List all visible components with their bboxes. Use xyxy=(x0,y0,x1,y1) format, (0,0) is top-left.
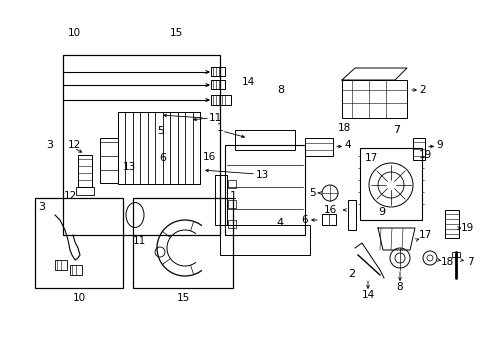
Bar xyxy=(78,155,92,187)
Text: 2: 2 xyxy=(419,85,426,95)
Text: 9: 9 xyxy=(436,140,443,150)
Bar xyxy=(76,187,94,195)
Text: 8: 8 xyxy=(396,282,403,292)
Text: 15: 15 xyxy=(176,293,189,303)
Text: 18: 18 xyxy=(337,123,351,133)
Text: 15: 15 xyxy=(169,28,183,38)
Text: 10: 10 xyxy=(72,293,85,303)
Text: 4: 4 xyxy=(344,140,350,150)
Text: 3: 3 xyxy=(38,202,45,212)
Bar xyxy=(412,138,424,160)
Bar xyxy=(70,265,82,275)
Text: 6: 6 xyxy=(301,215,307,225)
Text: 13: 13 xyxy=(255,170,268,180)
Bar xyxy=(100,138,118,183)
Text: 6: 6 xyxy=(159,153,165,163)
Bar xyxy=(220,225,309,255)
Bar xyxy=(341,80,406,118)
Text: 11: 11 xyxy=(208,113,221,123)
Text: 7: 7 xyxy=(466,257,472,267)
Text: 14: 14 xyxy=(361,290,374,300)
Text: 7: 7 xyxy=(393,125,400,135)
Text: 9: 9 xyxy=(377,207,384,217)
Text: 3: 3 xyxy=(46,140,53,150)
Text: 19: 19 xyxy=(418,150,431,160)
Bar xyxy=(227,200,236,208)
Bar xyxy=(55,260,67,270)
Bar xyxy=(444,210,458,238)
Bar xyxy=(451,252,459,257)
Bar xyxy=(118,112,200,184)
Bar xyxy=(227,220,236,228)
Bar xyxy=(63,55,220,235)
Bar xyxy=(227,180,236,188)
Text: 2: 2 xyxy=(348,269,355,279)
Text: 4: 4 xyxy=(276,218,283,228)
Text: 17: 17 xyxy=(418,230,431,240)
Text: 5: 5 xyxy=(157,126,163,136)
Text: 11: 11 xyxy=(132,236,146,246)
Bar xyxy=(224,145,305,235)
Text: 8: 8 xyxy=(277,85,284,95)
Text: 17: 17 xyxy=(364,153,378,163)
Text: 12: 12 xyxy=(67,140,81,150)
Text: 5: 5 xyxy=(308,188,315,198)
Bar xyxy=(35,198,123,288)
Text: 16: 16 xyxy=(323,205,336,215)
Text: 1: 1 xyxy=(216,123,223,133)
Bar xyxy=(321,214,335,225)
Bar xyxy=(305,138,332,156)
Bar xyxy=(235,130,294,150)
Bar xyxy=(347,200,355,230)
Bar xyxy=(210,67,224,76)
Text: 18: 18 xyxy=(440,257,453,267)
Bar xyxy=(359,148,421,220)
Text: 12: 12 xyxy=(64,191,78,201)
Bar xyxy=(133,198,232,288)
Text: 10: 10 xyxy=(68,28,81,38)
Text: 13: 13 xyxy=(122,162,136,172)
Text: 19: 19 xyxy=(459,223,473,233)
Bar xyxy=(210,80,224,89)
Bar xyxy=(215,175,226,225)
Text: 14: 14 xyxy=(241,77,255,87)
Bar xyxy=(210,95,230,105)
Text: 16: 16 xyxy=(202,152,216,162)
Text: 1: 1 xyxy=(230,191,237,201)
